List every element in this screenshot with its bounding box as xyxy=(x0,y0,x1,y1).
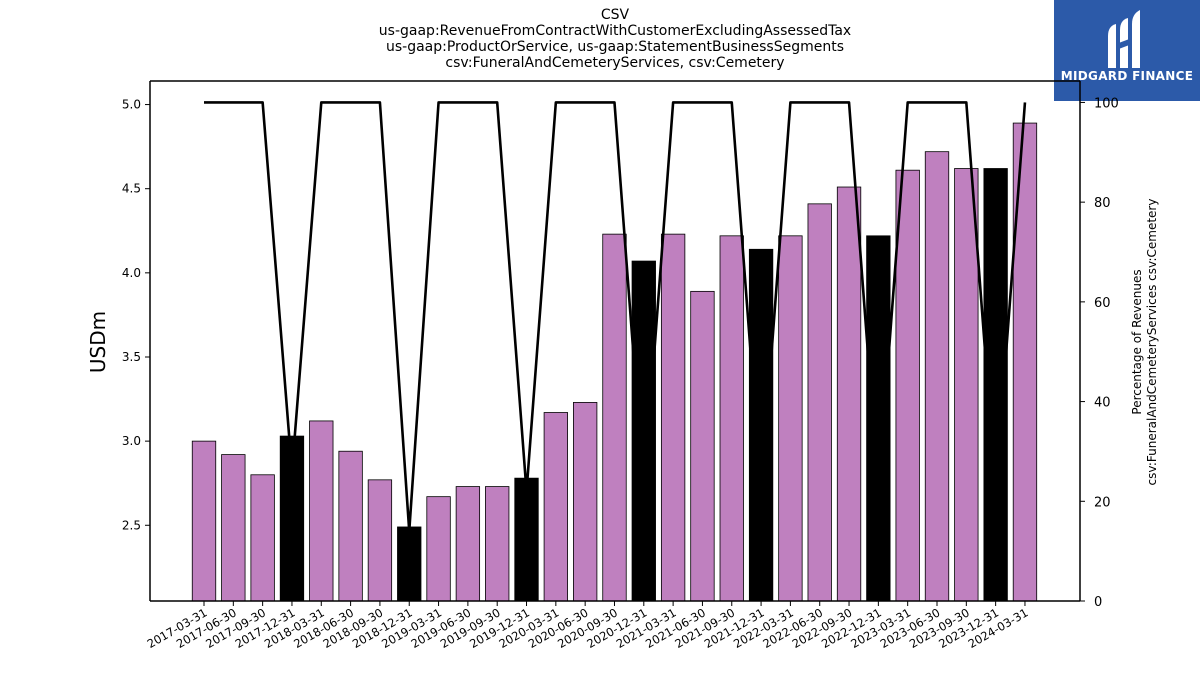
logo-mark-icon xyxy=(1108,10,1140,68)
bars-layer xyxy=(191,122,1038,602)
bar xyxy=(426,496,451,602)
bar xyxy=(250,474,275,602)
logo-text: MIDGARD FINANCE xyxy=(1060,69,1194,83)
bar xyxy=(573,402,598,602)
bar xyxy=(690,290,715,602)
y-tick-label: 5.0 xyxy=(122,98,141,112)
y2-tick-label: 40 xyxy=(1094,396,1111,411)
y2-axis-label: Percentage of Revenues xyxy=(1130,269,1144,414)
y2-tick-label: 60 xyxy=(1094,296,1111,311)
bar xyxy=(631,260,656,602)
bar xyxy=(543,412,568,602)
bar xyxy=(807,203,832,602)
bar xyxy=(191,440,217,602)
bar xyxy=(778,235,803,602)
y2-tick-label: 100 xyxy=(1094,96,1119,111)
chart-title: CSV us-gaap:RevenueFromContractWithCusto… xyxy=(150,7,1080,71)
bar xyxy=(338,450,363,602)
bar xyxy=(895,169,920,602)
percentage-line-layer xyxy=(204,101,1027,533)
y-tick-label: 4.5 xyxy=(122,182,141,196)
percentage-line xyxy=(204,101,1027,533)
bar xyxy=(367,479,393,602)
bar xyxy=(748,248,774,602)
bar xyxy=(514,477,539,602)
bar xyxy=(719,235,744,602)
y-axis-label: USDm xyxy=(86,311,110,373)
midgard-finance-logo: MIDGARD FINANCE xyxy=(1054,0,1200,101)
bar xyxy=(866,235,891,602)
bar xyxy=(924,151,950,602)
bar xyxy=(397,526,422,602)
y-tick-label: 2.5 xyxy=(122,518,141,532)
y2-tick-label: 0 xyxy=(1094,595,1102,610)
bar xyxy=(836,186,862,602)
y2-axis-label: csv:FuneralAndCemeteryServices csv:Cemet… xyxy=(1145,199,1159,486)
bar xyxy=(485,486,510,602)
y2-tick-label: 80 xyxy=(1094,196,1111,211)
y-tick-label: 3.0 xyxy=(122,434,141,448)
bar xyxy=(455,486,481,602)
y2-tick-label: 20 xyxy=(1094,495,1111,510)
title-line: CSV xyxy=(600,7,630,23)
bar xyxy=(309,420,334,602)
title-line: us-gaap:RevenueFromContractWithCustomerE… xyxy=(378,23,852,39)
y-tick-label: 4.0 xyxy=(122,266,141,280)
bar xyxy=(954,168,979,602)
bar xyxy=(221,454,246,602)
bar xyxy=(660,233,686,602)
bar xyxy=(602,233,627,602)
title-line: us-gaap:ProductOrService, us-gaap:Statem… xyxy=(385,39,844,55)
y-tick-label: 3.5 xyxy=(122,350,141,364)
title-line: csv:FuneralAndCemeteryServices, csv:Ceme… xyxy=(445,55,785,71)
